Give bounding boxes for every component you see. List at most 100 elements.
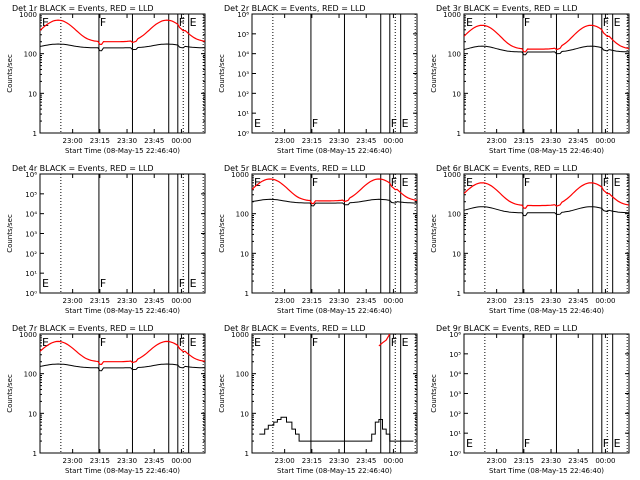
x-axis-label: Start Time (08-May-15 22:46:40) [489, 307, 604, 315]
y-tick-label: 10⁰ [237, 130, 249, 138]
x-tick-label: 00:00 [595, 137, 615, 145]
x-tick-label: 23:00 [487, 137, 507, 145]
plot-frame [39, 173, 206, 294]
y-tick-label: 1 [457, 130, 461, 138]
y-tick-label: 1 [33, 130, 37, 138]
x-tick-label: 23:00 [487, 457, 507, 465]
event-label: E [466, 176, 473, 189]
x-axis-label: Start Time (08-May-15 22:46:40) [65, 467, 180, 475]
y-tick-label: 10⁶ [449, 331, 461, 339]
x-tick-label: 23:30 [541, 297, 561, 305]
event-label: F [391, 176, 397, 189]
event-label: E [402, 176, 409, 189]
y-tick-label: 10¹ [237, 110, 249, 118]
x-axis-label: Start Time (08-May-15 22:46:40) [277, 467, 392, 475]
x-tick-label: 00:00 [383, 457, 403, 465]
x-tick-label: 23:45 [568, 457, 588, 465]
x-tick-label: 23:00 [487, 297, 507, 305]
detector-panel: Det 2r BLACK = Events, RED = LLD 10⁰ 10¹ 10… [218, 4, 418, 155]
y-axis-label: Counts/sec [6, 374, 14, 413]
detector-panel: Det 4r BLACK = Events, RED = LLD 10⁰ 10¹ 10… [6, 164, 206, 315]
event-label: F [179, 277, 185, 290]
y-tick-label: 10 [240, 250, 249, 258]
event-label: F [179, 16, 185, 29]
event-label: E [254, 336, 261, 349]
y-tick-label: 10⁴ [449, 371, 461, 379]
lld-series-line [40, 340, 205, 366]
x-tick-label: 23:45 [144, 137, 164, 145]
plot-frame [251, 13, 418, 134]
event-label: F [179, 336, 185, 349]
y-tick-label: 100 [448, 211, 461, 219]
event-label: E [254, 176, 261, 189]
y-tick-label: 10⁰ [449, 450, 461, 458]
event-label: F [100, 16, 106, 29]
y-tick-label: 10³ [449, 391, 461, 399]
detector-panel: Det 3r BLACK = Events, RED = LLD 1 10 100 10… [430, 4, 630, 155]
y-tick-label: 1 [33, 450, 37, 458]
y-axis-label: Counts/sec [6, 54, 14, 93]
x-axis-label: Start Time (08-May-15 22:46:40) [65, 147, 180, 155]
lld-series-line [40, 19, 205, 46]
y-tick-label: 10³ [237, 71, 249, 79]
event-label: E [614, 16, 621, 29]
panel-title: Det 6r BLACK = Events, RED = LLD [436, 164, 578, 173]
x-tick-label: 23:30 [117, 457, 137, 465]
y-tick-label: 1000 [443, 171, 461, 179]
x-tick-label: 23:00 [63, 137, 83, 145]
plot-frame [39, 13, 206, 134]
series-group [259, 334, 414, 442]
y-tick-label: 10 [240, 410, 249, 418]
y-tick-label: 1000 [443, 11, 461, 19]
panel-title: Det 2r BLACK = Events, RED = LLD [224, 4, 366, 13]
x-tick-label: 23:15 [514, 137, 534, 145]
event-label: E [466, 437, 473, 450]
y-axis-label: Counts/sec [430, 54, 438, 93]
event-label: E [402, 117, 409, 130]
event-label: F [524, 16, 530, 29]
event-label: F [603, 16, 609, 29]
event-label: F [603, 437, 609, 450]
series-group [464, 182, 629, 217]
event-label: E [254, 117, 261, 130]
y-tick-label: 1000 [231, 171, 249, 179]
y-tick-label: 10 [28, 410, 37, 418]
y-tick-label: 100 [236, 371, 249, 379]
detector-panel: Det 1r BLACK = Events, RED = LLD 1 10 100 10… [6, 4, 206, 155]
lld-series-line [464, 182, 629, 209]
event-label: E [190, 16, 197, 29]
x-axis-label: Start Time (08-May-15 22:46:40) [65, 307, 180, 315]
x-tick-label: 23:00 [63, 297, 83, 305]
y-tick-label: 100 [236, 211, 249, 219]
x-tick-label: 00:00 [383, 297, 403, 305]
x-axis-label: Start Time (08-May-15 22:46:40) [489, 467, 604, 475]
detector-panel: Det 7r BLACK = Events, RED = LLD 1 10 100 10… [6, 324, 206, 475]
y-tick-label: 10¹ [449, 430, 461, 438]
y-tick-label: 1 [245, 450, 249, 458]
plot-frame [463, 333, 630, 454]
y-tick-label: 10⁴ [237, 51, 249, 59]
detector-panel: Det 6r BLACK = Events, RED = LLD 1 10 100 10… [430, 164, 630, 315]
event-label: E [466, 16, 473, 29]
panel-title: Det 4r BLACK = Events, RED = LLD [12, 164, 154, 173]
event-label: E [614, 176, 621, 189]
x-tick-label: 23:45 [144, 457, 164, 465]
y-tick-label: 10⁶ [25, 171, 37, 179]
lld-series-line [378, 334, 391, 347]
x-tick-label: 23:15 [90, 137, 110, 145]
y-tick-label: 1 [245, 290, 249, 298]
y-tick-label: 10 [452, 250, 461, 258]
x-tick-label: 23:00 [275, 137, 295, 145]
x-tick-label: 23:15 [90, 297, 110, 305]
y-tick-label: 1 [457, 290, 461, 298]
x-tick-label: 23:15 [514, 297, 534, 305]
y-tick-label: 10⁴ [25, 211, 37, 219]
x-tick-label: 23:30 [117, 137, 137, 145]
panel-title: Det 7r BLACK = Events, RED = LLD [12, 324, 154, 333]
plot-frame [39, 333, 206, 454]
detector-panel: Det 8r BLACK = Events, RED = LLD 1 10 100 10… [218, 324, 418, 475]
plot-frame [251, 173, 418, 294]
panel-title: Det 9r BLACK = Events, RED = LLD [436, 324, 578, 333]
y-tick-label: 10⁰ [25, 290, 37, 298]
x-axis-label: Start Time (08-May-15 22:46:40) [277, 147, 392, 155]
